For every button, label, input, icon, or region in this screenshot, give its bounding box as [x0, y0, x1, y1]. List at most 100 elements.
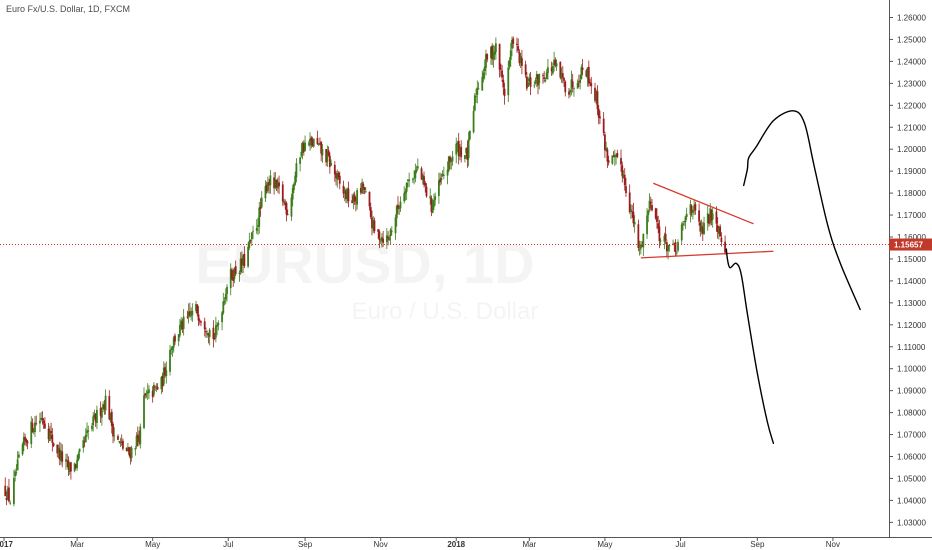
candle-body — [512, 38, 515, 44]
y-tick-label: 1.16000 — [897, 233, 926, 242]
candle-body — [499, 68, 502, 70]
candle-body — [8, 487, 10, 502]
candle-body — [48, 431, 51, 441]
candle-body — [274, 180, 277, 188]
candle-body — [93, 414, 96, 418]
candle-body — [164, 367, 166, 376]
x-tick-label: Mar — [522, 540, 536, 549]
candle-body — [502, 79, 505, 88]
candle — [180, 317, 183, 331]
candle — [424, 181, 427, 193]
candle-body — [249, 240, 252, 242]
candle-body — [52, 443, 55, 446]
candle-body — [135, 435, 138, 446]
candle-body — [4, 485, 7, 497]
candle — [472, 105, 475, 134]
candle-body — [275, 179, 278, 188]
candle — [269, 170, 272, 194]
candle-body — [656, 216, 658, 222]
candle-body — [161, 375, 164, 386]
candle — [602, 111, 605, 136]
candle — [58, 441, 61, 466]
candle-body — [153, 384, 155, 395]
candle — [573, 86, 575, 97]
candle-body — [673, 243, 676, 245]
y-tick-label: 1.14000 — [897, 277, 926, 286]
candle-body — [58, 449, 61, 460]
candle — [200, 320, 202, 327]
candle — [630, 204, 632, 219]
candle — [708, 214, 710, 227]
candle — [295, 158, 298, 183]
candle — [491, 43, 494, 66]
candle — [628, 184, 631, 214]
candle-body — [620, 157, 622, 165]
candle — [431, 199, 434, 214]
candle — [48, 425, 51, 442]
candle — [693, 199, 696, 216]
candle-body — [174, 335, 176, 342]
candle-body — [188, 311, 191, 315]
candle — [326, 145, 329, 167]
candle-body — [413, 177, 416, 179]
candle-body — [109, 413, 112, 421]
candle — [155, 383, 158, 392]
x-tick-label: Sep — [298, 540, 313, 549]
candle-body — [110, 411, 113, 427]
candle-body — [359, 187, 362, 193]
y-tick-label: 1.06000 — [897, 453, 926, 462]
candle — [301, 141, 304, 160]
candle-body — [217, 323, 220, 325]
candle — [21, 442, 24, 456]
candle-body — [294, 175, 297, 185]
candle-body — [312, 138, 315, 147]
candle-body — [612, 155, 615, 157]
candle — [134, 446, 137, 456]
candle — [260, 191, 263, 209]
candle — [371, 210, 373, 236]
candle-body — [425, 186, 428, 197]
candle-body — [527, 82, 529, 87]
candle — [442, 166, 445, 180]
y-tick-label: 1.21000 — [897, 123, 926, 132]
candle — [9, 500, 12, 505]
y-tick-label: 1.05000 — [897, 474, 926, 483]
candle-body — [320, 141, 323, 154]
candle — [486, 53, 489, 63]
candle-body — [207, 333, 210, 336]
candle — [304, 135, 306, 152]
candle-body — [699, 222, 702, 232]
candle-body — [65, 459, 67, 462]
candle — [596, 85, 599, 116]
candle-body — [507, 67, 510, 96]
candle — [127, 442, 129, 452]
candle-body — [408, 179, 411, 182]
candle — [153, 382, 155, 398]
candle-body — [682, 223, 684, 226]
candle-body — [689, 204, 692, 215]
candle-body — [311, 139, 314, 146]
candle — [165, 361, 168, 384]
candle — [710, 208, 713, 226]
candle-body — [146, 391, 149, 394]
candle-body — [39, 420, 41, 424]
candle-body — [346, 188, 349, 199]
candle — [291, 184, 294, 207]
candle — [319, 137, 321, 146]
candle-body — [30, 421, 33, 445]
candle — [361, 178, 363, 195]
candle-body — [326, 152, 329, 162]
candle-body — [420, 168, 423, 180]
candle — [327, 146, 330, 157]
candle-body — [437, 180, 440, 197]
candle — [252, 225, 254, 240]
candle-body — [327, 150, 330, 156]
candle-body — [9, 502, 12, 504]
candle — [716, 217, 719, 239]
candle — [52, 442, 55, 448]
candle — [638, 240, 641, 256]
candle-body — [286, 214, 289, 215]
candle-body — [641, 245, 643, 247]
